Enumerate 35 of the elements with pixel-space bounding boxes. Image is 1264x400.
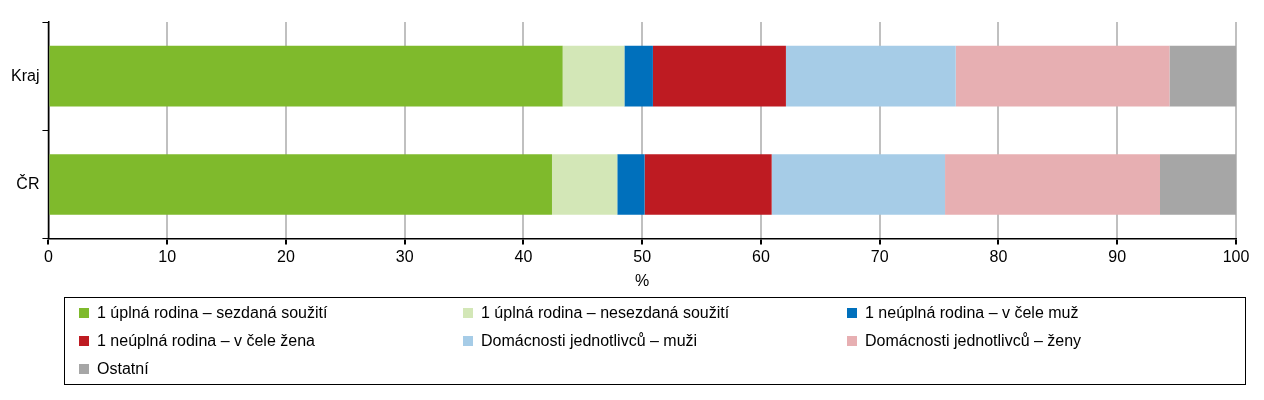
legend-label: 1 neúplná rodina – v čele muž <box>865 304 1079 322</box>
x-tick-label: 0 <box>44 247 53 265</box>
bar <box>1169 45 1236 107</box>
bar <box>955 45 1170 107</box>
bar <box>49 154 552 215</box>
bar <box>771 154 946 215</box>
y-tick-label: ČR <box>16 173 40 192</box>
bar <box>49 45 563 107</box>
bar <box>617 154 645 215</box>
legend-label: Ostatní <box>97 360 149 378</box>
x-tick-label: 30 <box>395 247 414 265</box>
x-tick-label: 70 <box>870 247 889 265</box>
x-tick-label: 20 <box>277 247 295 265</box>
x-tick-label: 100 <box>1222 247 1250 265</box>
bar <box>644 154 772 215</box>
x-tick-label: 80 <box>989 247 1008 265</box>
legend-label: 1 neúplná rodina – v čele žena <box>97 332 315 350</box>
legend-label: Domácnosti jednotlivců – muži <box>481 332 698 350</box>
x-tick-label: 10 <box>158 247 177 265</box>
bar <box>652 45 786 107</box>
x-tick-label: 40 <box>514 247 533 265</box>
bar <box>1160 154 1236 215</box>
bar <box>624 45 653 107</box>
x-tick-label: 60 <box>752 247 770 265</box>
bar <box>562 45 625 107</box>
x-tick-label: 50 <box>633 247 652 265</box>
x-axis-title: % <box>635 271 650 289</box>
bar <box>945 154 1160 215</box>
bar <box>551 154 618 215</box>
x-tick-label: 90 <box>1108 247 1127 265</box>
legend-label: 1 úplná rodina – sezdaná soužití <box>97 304 328 322</box>
bar <box>785 45 956 107</box>
legend-label: Domácnosti jednotlivců – ženy <box>865 332 1082 350</box>
legend-label: 1 úplná rodina – nesezdaná soužití <box>481 304 730 322</box>
y-tick-label: Kraj <box>11 66 40 84</box>
